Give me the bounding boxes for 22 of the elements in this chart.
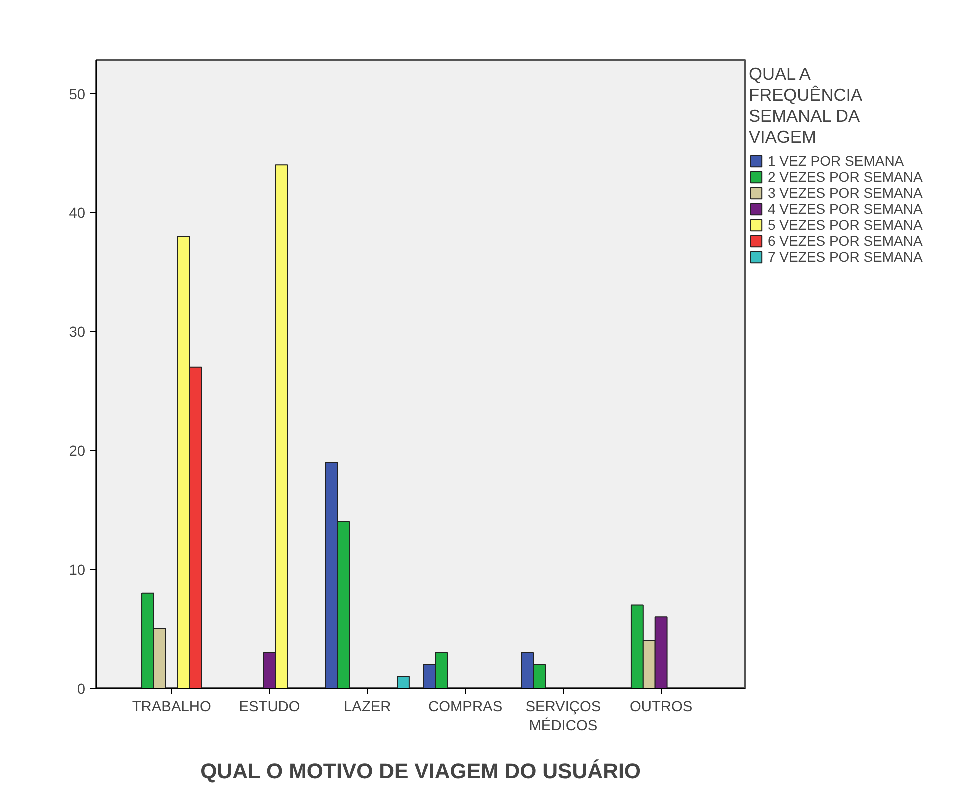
legend-label: 5 VEZES POR SEMANA — [768, 217, 923, 233]
x-tick-label: SERVIÇOS MÉDICOS — [526, 700, 602, 735]
x-tick-label: COMPRAS — [428, 700, 503, 716]
legend-label: 7 VEZES POR SEMANA — [768, 249, 923, 265]
x-tick-label: TRABALHO — [132, 700, 212, 716]
legend-title: QUAL A FREQUÊNCIA SEMANAL DA VIAGEM — [749, 64, 864, 148]
x-axis-title: QUAL O MOTIVO DE VIAGEM DO USUÁRIO — [200, 760, 642, 784]
y-tick-label: 30 — [69, 325, 86, 342]
y-tick-label: 50 — [69, 87, 86, 104]
y-tick-label: 20 — [69, 444, 86, 460]
legend-label: 3 VEZES POR SEMANA — [768, 185, 923, 201]
legend-label: 2 VEZES POR SEMANA — [768, 169, 923, 185]
x-tick-label: OUTROS — [630, 700, 693, 716]
x-tick-label: ESTUDO — [239, 700, 300, 716]
y-tick-label: 0 — [77, 682, 86, 698]
y-tick-label: 40 — [69, 206, 86, 222]
legend-label: 4 VEZES POR SEMANA — [768, 201, 923, 217]
legend-label: 1 VEZ POR SEMANA — [768, 153, 904, 169]
x-tick-label: LAZER — [344, 700, 392, 716]
bar — [397, 676, 410, 688]
y-tick-label: 10 — [69, 563, 86, 580]
legend-label: 6 VEZES POR SEMANA — [768, 233, 923, 249]
